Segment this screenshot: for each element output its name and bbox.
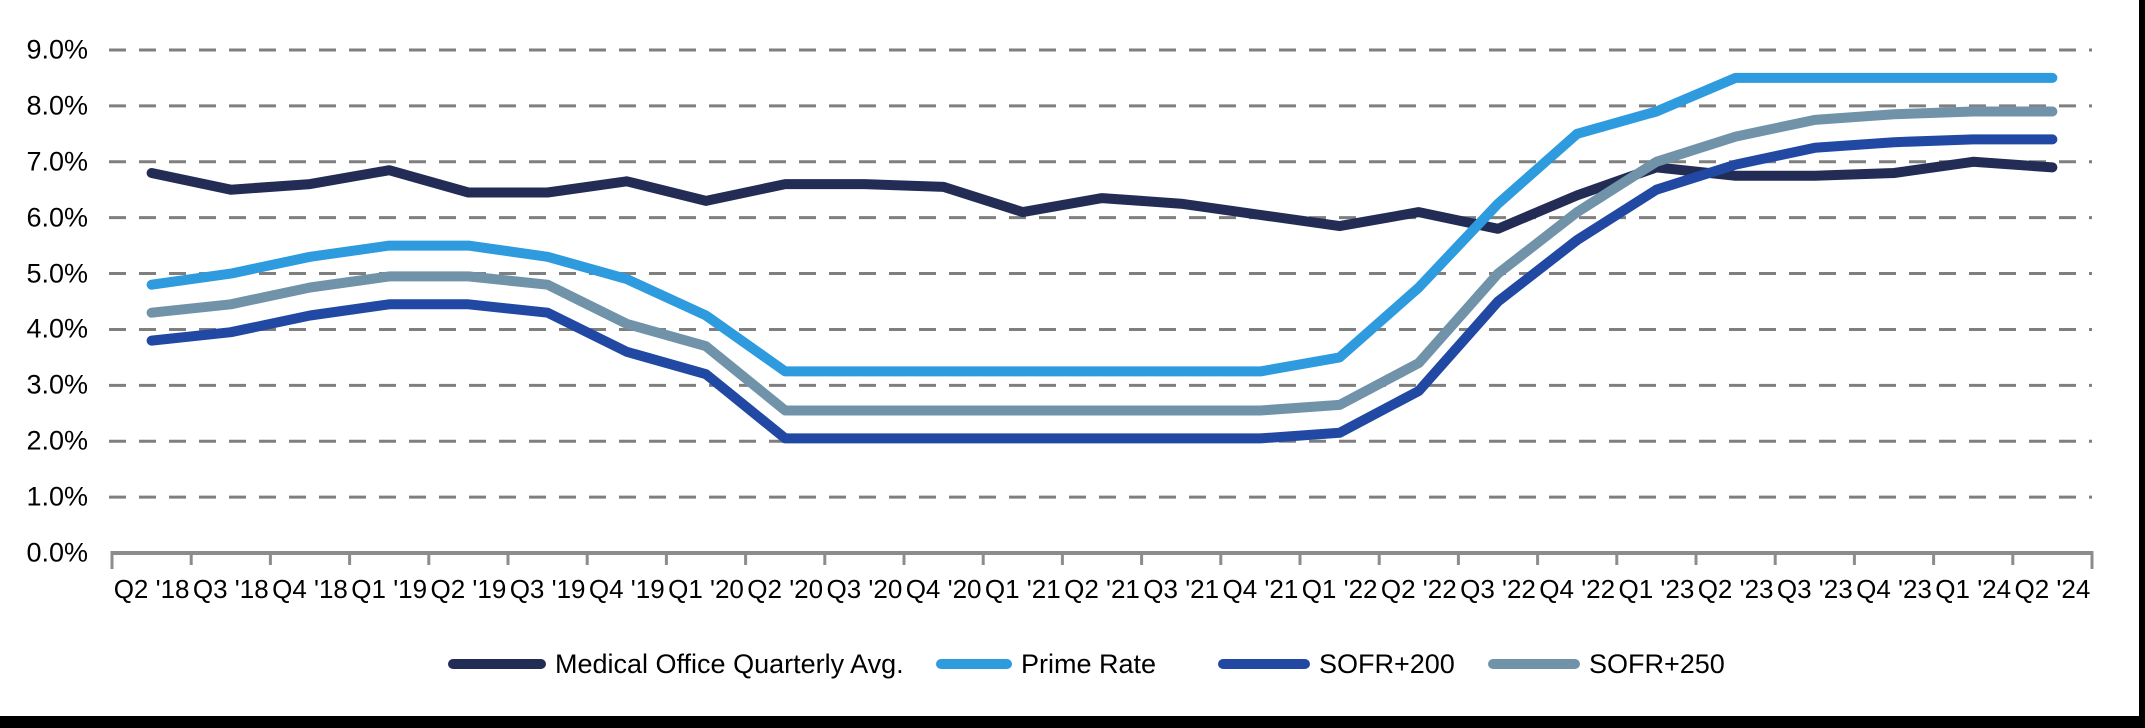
x-axis-label: Q1 '20 bbox=[668, 574, 744, 604]
x-axis-label: Q2 '23 bbox=[1697, 574, 1774, 604]
y-axis-label: 3.0% bbox=[26, 369, 88, 400]
y-axis-label: 5.0% bbox=[26, 258, 88, 289]
y-axis-label: 2.0% bbox=[26, 425, 88, 456]
x-axis-label: Q3 '21 bbox=[1143, 574, 1220, 604]
x-axis-label: Q4 '21 bbox=[1222, 574, 1299, 604]
x-axis-label: Q4 '22 bbox=[1539, 574, 1616, 604]
x-axis-label: Q2 '18 bbox=[113, 574, 190, 604]
y-axis-label: 7.0% bbox=[26, 146, 88, 177]
series-line-sofr-200 bbox=[146, 134, 2058, 444]
y-axis-label: 0.0% bbox=[26, 537, 88, 568]
x-axis-label: Q1 '24 bbox=[1935, 574, 2012, 604]
x-axis-label: Q3 '23 bbox=[1776, 574, 1853, 604]
x-axis-label: Q3 '18 bbox=[192, 574, 269, 604]
bottom-black-bar bbox=[0, 716, 2145, 728]
x-axis-label: Q1 '22 bbox=[1301, 574, 1378, 604]
series-line-medical-office-quarterly-avg bbox=[146, 156, 2058, 234]
right-black-border bbox=[2139, 0, 2145, 728]
y-axis-label: 1.0% bbox=[26, 481, 88, 512]
x-axis-label: Q3 '20 bbox=[826, 574, 903, 604]
x-axis-label: Q2 '19 bbox=[430, 574, 507, 604]
x-axis-label: Q1 '23 bbox=[1618, 574, 1695, 604]
x-axis-label: Q3 '22 bbox=[1460, 574, 1536, 604]
y-axis-label: 8.0% bbox=[26, 90, 88, 121]
y-axis-label: 4.0% bbox=[26, 313, 88, 344]
x-axis-label: Q2 '20 bbox=[747, 574, 824, 604]
y-axis-label: 9.0% bbox=[26, 34, 88, 65]
x-axis-label: Q1 '21 bbox=[984, 574, 1061, 604]
x-axis-label: Q2 '22 bbox=[1380, 574, 1457, 604]
y-axis-label: 6.0% bbox=[26, 202, 88, 233]
series-line-prime-rate bbox=[146, 72, 2058, 377]
x-axis-label: Q4 '20 bbox=[905, 574, 982, 604]
x-axis-label: Q1 '19 bbox=[351, 574, 428, 604]
x-axis-label: Q3 '19 bbox=[509, 574, 586, 604]
x-axis-label: Q2 '21 bbox=[1064, 574, 1140, 604]
x-axis-label: Q4 '18 bbox=[272, 574, 348, 604]
x-axis-label: Q2 '24 bbox=[2014, 574, 2091, 604]
x-axis-label: Q4 '23 bbox=[1856, 574, 1932, 604]
series-line-sofr-250 bbox=[146, 106, 2058, 416]
x-axis-label: Q4 '19 bbox=[588, 574, 665, 604]
